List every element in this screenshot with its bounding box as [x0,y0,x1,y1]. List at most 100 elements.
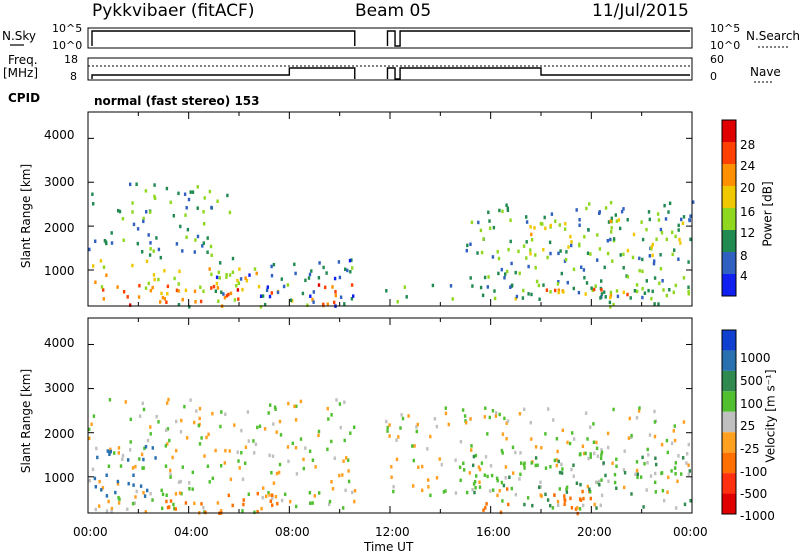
velocity-heatmap-cell [653,434,657,439]
power-heatmap-cell [610,230,613,234]
power-heatmap-cell [469,242,472,246]
power-heatmap-cell [149,247,152,251]
velocity-heatmap-cell [578,452,582,457]
power-heatmap-cell [165,300,168,304]
power-heatmap-cell [657,218,661,222]
velocity-heatmap-cell [269,403,272,407]
date-title: 11/Jul/2015 [592,1,689,21]
power-heatmap-cell [265,288,269,292]
velocity-heatmap-cell [501,499,504,503]
power-heatmap-cell [668,288,671,292]
power-heatmap-cell [166,284,170,289]
velocity-heatmap-cell [206,464,210,468]
velocity-heatmap-cell [646,461,649,465]
power-heatmap-cell [497,256,501,261]
power-heatmap-cell [214,289,217,293]
velocity-heatmap-cell [164,464,168,468]
velocity-heatmap-cell [600,448,603,452]
velocity-heatmap-cell [204,510,207,515]
velocity-heatmap-cell [113,451,116,455]
velocity-heatmap-cell [687,472,690,477]
power-heatmap-cell [622,207,625,211]
power-heatmap-cell [665,293,668,298]
power-heatmap-cell [183,192,187,196]
power-colorbar-swatch [722,208,736,230]
freq-trace-afternoon [386,67,690,80]
velocity-heatmap-cell [593,451,596,456]
velocity-heatmap-cell [643,462,646,466]
power-heatmap-cell [131,201,134,205]
power-heatmap-cell [648,217,651,222]
power-heatmap-cell [257,284,261,289]
velocity-heatmap-cell [88,436,91,441]
power-heatmap-cell [662,288,665,292]
velocity-heatmap-cell [544,432,547,436]
power-heatmap-cell [266,285,269,289]
power-heatmap-cell [488,219,491,223]
power-heatmap-cell [557,288,560,292]
velocity-heatmap-cell [680,472,683,476]
velocity-heatmap-cell [421,464,424,469]
velocity-ytick-1000: 1000 [44,471,75,485]
power-heatmap-cell [560,271,563,276]
power-heatmap-cell [653,276,657,280]
power-heatmap-cell [527,264,530,269]
cpid-text: normal (fast stereo) 153 [94,94,260,108]
velocity-heatmap-cell [623,485,626,490]
power-heatmap-cell [94,239,97,243]
velocity-heatmap-cell [639,475,643,479]
power-cbar-tick-24: 24 [740,159,756,173]
power-heatmap-cell [582,268,586,272]
power-heatmap-cell [614,213,617,217]
velocity-heatmap-cell [682,456,685,460]
power-heatmap-cell [609,237,612,242]
power-heatmap-cell [659,253,662,257]
velocity-heatmap-cell [666,450,669,455]
velocity-heatmap-cell [116,479,120,484]
freq-label: Freq. [8,53,38,67]
velocity-heatmap-cell [309,501,312,505]
velocity-heatmap-cell [628,416,631,421]
power-heatmap-cell [184,288,188,293]
power-ytick-3000: 3000 [44,175,75,189]
velocity-heatmap-cell [126,507,129,511]
power-heatmap-cell [537,283,541,288]
power-heatmap-cell [259,294,263,298]
velocity-heatmap-cell [302,466,305,471]
power-heatmap-cell [122,290,126,294]
xtick-1200: 12:00 [375,525,410,539]
power-heatmap-cell [236,278,239,283]
velocity-heatmap-cell [353,425,356,429]
velocity-heatmap-cell [682,420,686,424]
power-heatmap-cell [564,222,567,226]
velocity-heatmap-cell [311,458,315,462]
velocity-heatmap-cell [654,490,657,494]
velocity-colorbar-frame [721,329,737,515]
power-heatmap-cell [651,253,654,258]
velocity-heatmap-cell [326,447,329,452]
power-heatmap-cell [578,223,581,227]
velocity-heatmap-cell [211,411,214,416]
power-colorbar-swatch [722,186,736,208]
velocity-heatmap-cell [94,485,97,489]
velocity-heatmap-cell [574,507,578,511]
power-heatmap-cell [470,220,474,225]
power-heatmap-cell [626,248,630,253]
power-heatmap-cell [268,294,272,299]
velocity-heatmap-cell [186,436,189,440]
power-heatmap-cell [608,300,612,305]
velocity-heatmap-cell [388,434,391,438]
power-heatmap-cell [121,217,125,221]
velocity-heatmap-cell [179,430,183,434]
power-cbar-tick-8: 8 [740,249,748,263]
velocity-heatmap-cell [143,494,147,498]
power-heatmap-cell [301,291,305,296]
nsky-tick-high: 10^5 [52,22,83,35]
power-ytick-2000: 2000 [44,221,75,235]
velocity-heatmap-cell [131,501,135,506]
velocity-heatmap-cell [454,491,458,495]
velocity-colorbar-swatch [722,350,736,371]
velocity-heatmap-cell [275,430,278,434]
velocity-colorbar-swatch [722,391,736,412]
power-heatmap-cell [655,237,658,241]
